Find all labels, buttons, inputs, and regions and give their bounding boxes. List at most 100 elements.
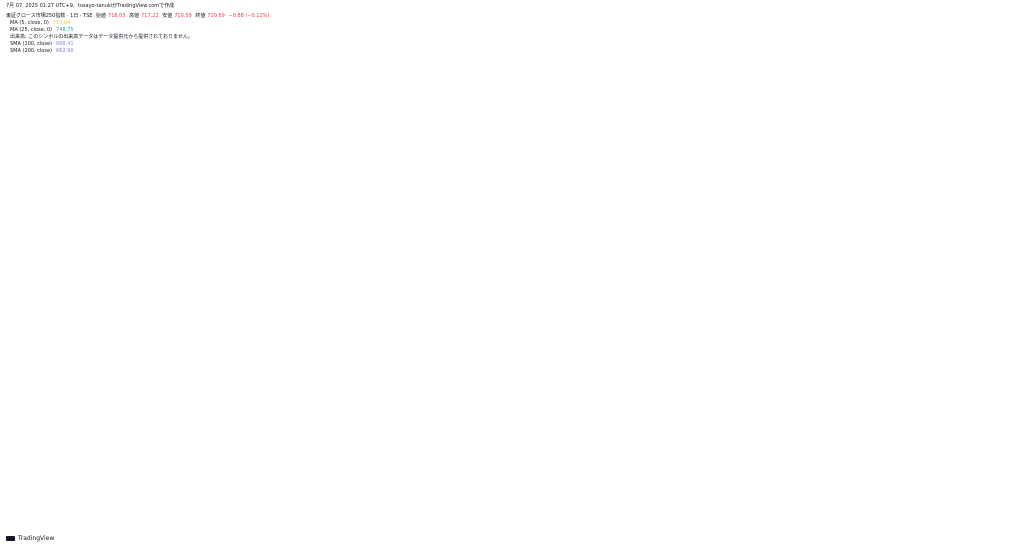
channel-band [792,55,956,171]
x-tick-label: 5 [743,522,746,528]
channel-midline [792,77,956,146]
x-tick-label: 12 [136,522,142,528]
candle-body [29,302,35,307]
candle-body [288,262,294,282]
time-axis: 20 23 28 2月 6 12 17 20 26 3月 6 11 15 19 25 4月 4 9 13 17 22 25… [4,517,996,528]
tradingview-logo[interactable]: TradingView [6,535,54,542]
x-tick-label: 6月 [717,522,725,528]
candle-body [400,271,406,284]
candle-body [727,79,734,97]
candle-body [469,288,475,298]
indicator-label: 出来高: このシンボルの出来高データはデータ提供元から提供されておりません。 [10,34,193,40]
indicator-sma100[interactable]: SMA (100, close) 688.41 [10,41,74,48]
candle-body [572,205,579,211]
candle-body [38,307,44,319]
candle-body [47,280,53,308]
trend-lines [3,186,997,305]
high-label: 高値 [129,13,140,19]
x-tick-label: 22 [511,522,517,528]
y-tick-label: 570 [1002,410,1012,416]
trend-channel [792,55,956,171]
candle-body [624,155,630,165]
candle-body [555,219,561,229]
candle-body [296,254,303,263]
candle-body [805,79,811,83]
y-tick-label: 670 [1002,237,1012,243]
x-tick-label: 17 [983,522,989,528]
candle-body [874,103,880,113]
candle-body [900,157,906,168]
change-value: −0.88 (−0.12%) [228,13,270,19]
candle-body [590,195,596,208]
candle-body [745,70,751,72]
y-tick-label: 540 [1002,462,1012,468]
ma25-line [6,94,912,316]
symbol-tag-label: MOS [986,166,996,172]
candle-body [788,60,794,96]
candle-body [426,384,432,475]
indicator-label: MA (25, close, 0) [10,27,53,33]
candle-body [710,93,716,97]
candle-body [90,266,96,274]
x-tick-label: 20 [185,522,191,528]
x-tick-label: 17 [160,522,166,528]
indicator-label: SMA (200, close) [10,48,52,54]
candle-body [340,231,346,236]
candle-body [314,249,320,256]
candle-body [909,159,915,168]
indicator-volume[interactable]: 出来高: このシンボルの出来高データはデータ提供元から提供されておりません。 [10,34,193,41]
y-tick-label: 650 [1002,271,1012,277]
indicator-ma5[interactable]: MA (5, close, 0) 713.84 [10,20,70,27]
x-tick-label: 19 [329,522,335,528]
indicator-ma25[interactable]: MA (25, close, 0) 748.75 [10,27,74,34]
candle-body [219,230,225,232]
candle-body [581,202,587,206]
candle-body [409,292,415,307]
price-tag [999,64,1021,72]
candle-body [546,233,553,241]
y-tick-label: 790 [1002,29,1012,35]
candle-body [538,238,544,248]
y-tick-label: 770 [1002,64,1012,70]
x-tick-label: 18 [813,522,819,528]
candle-body [633,152,639,160]
candle-body [676,129,682,154]
y-tick-label: 530 [1002,479,1012,485]
x-tick-label: 25 [353,522,359,528]
candle-body [193,207,199,218]
high-value: 717.22 [141,13,159,19]
candle-body [831,89,837,111]
candles [3,56,915,478]
candle-body [822,79,828,87]
candle-body [374,228,380,231]
candle-body [486,287,492,312]
grid [4,13,996,518]
y-tick-label: 760 [1002,81,1012,87]
indicator-sma200[interactable]: SMA (200, close) 662.90 [10,48,74,55]
y-tick-label: 680 [1002,219,1012,225]
candle-body [667,160,673,165]
x-tick-label: 4 [912,522,915,528]
x-tick-label: 11 [281,522,287,528]
candle-body [279,285,285,303]
candle-body [796,76,803,97]
close-value: 710.59 [207,13,225,19]
indicator-value: 748.75 [56,27,74,33]
symbol-ohlc-line: 東証グロース市場250指数 · 1日 · TSE 始値 716.05 高値 717.… [6,13,271,20]
candle-body [357,228,363,231]
candle-body [184,212,191,215]
indicator-value: 713.84 [52,20,71,26]
trend-line [3,290,245,305]
sma100-line [6,206,912,290]
y-tick-label: 780 [1002,46,1012,52]
candle-body [641,146,647,161]
indicator-label: MA (5, close, 0) [10,20,49,26]
candle-body [81,262,87,267]
y-tick-label: 630 [1002,306,1012,312]
x-tick-label: 28 [57,522,63,528]
candle-body [503,226,510,267]
x-tick-label: 10 [766,522,772,528]
x-tick-label: 20 [9,522,15,528]
candle-body [3,311,10,315]
